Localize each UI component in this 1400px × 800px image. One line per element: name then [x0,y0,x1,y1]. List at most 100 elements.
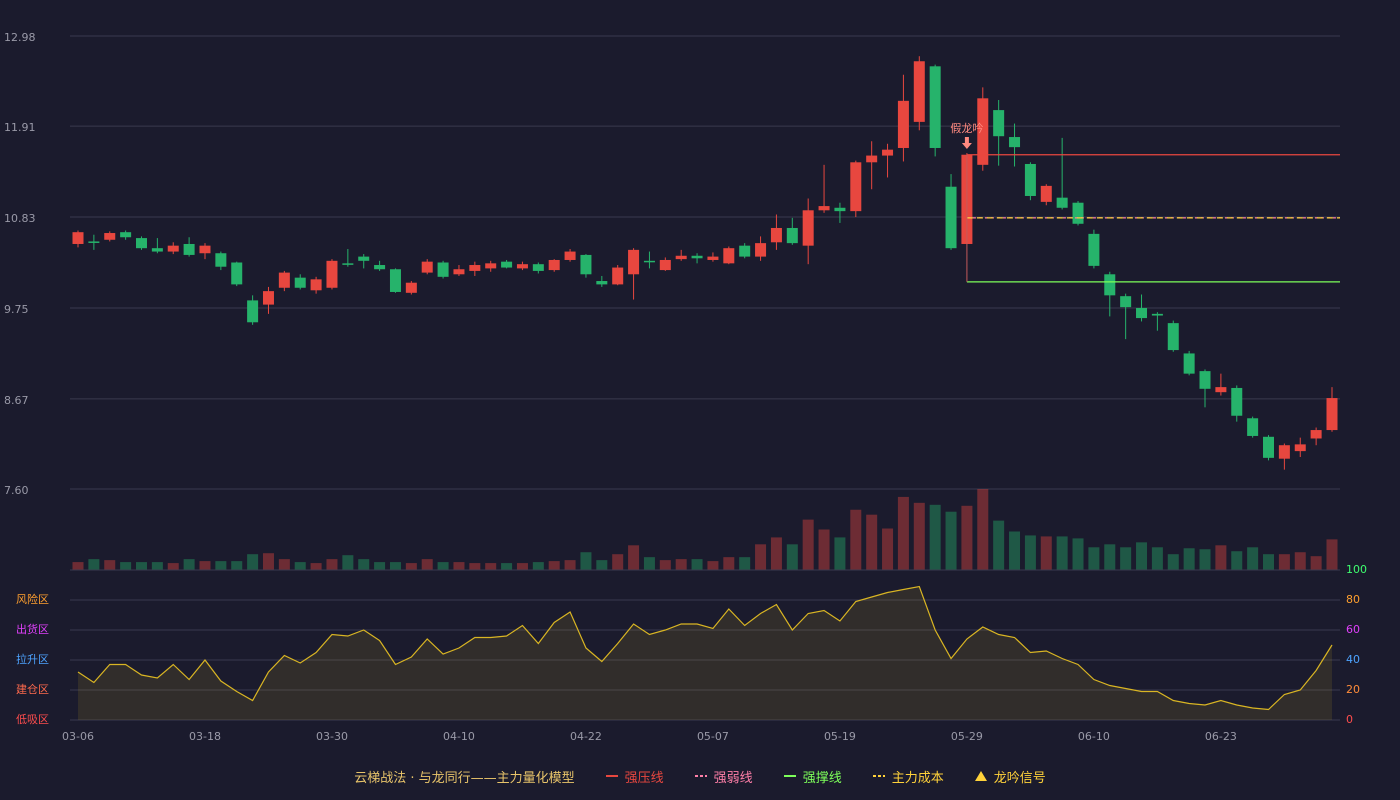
candle-body [421,261,433,273]
candle-body [1072,202,1084,224]
legend-swatch [974,771,987,781]
candle-body [612,267,624,285]
volume-bar [485,563,497,570]
volume-bar [897,496,909,570]
volume-bar [580,552,592,570]
zone-label: 拉升区 [16,652,49,666]
osc-tick-label: 100 [1346,563,1367,576]
candle-body [135,238,147,249]
candle-body [1294,444,1306,452]
volume-bar [945,511,957,570]
volume-bar [913,502,925,570]
volume-bar [707,561,719,570]
volume-bar [501,563,513,570]
volume-bar [151,562,163,570]
volume-bar [215,561,227,570]
candle-body [1231,387,1243,416]
volume-bar [453,562,465,570]
candle-body [945,186,957,249]
osc-tick-label: 40 [1346,653,1360,666]
legend-item: 龙吟信号 [974,767,1046,786]
volume-bar [675,559,687,570]
volume-bar [389,562,401,570]
candle-body [183,243,195,255]
candle-body [1247,418,1259,436]
candle-body [548,259,560,271]
volume-bar [358,559,370,570]
volume-bar [135,562,147,570]
legend: 云梯战法 · 与龙同行——主力量化模型 强压线 强弱线 强撑线 主力成本 龙吟信号 [0,766,1400,786]
volume-bar [1183,548,1195,570]
candle-body [1120,296,1132,308]
volume-bar [866,514,878,570]
candle-body [897,100,909,148]
x-tick-label: 03-30 [316,730,348,743]
candle-body [294,277,306,288]
candle-body [628,249,640,275]
volume-bar [977,489,989,570]
legend-item: 强弱线 [694,767,753,786]
candle-body [1040,185,1052,202]
volume-bar [1231,551,1243,570]
candle-body [770,227,782,243]
y-tick-label: 11.91 [4,121,36,134]
candle-body [151,248,163,252]
volume-bar [88,559,100,570]
volume-bar [326,559,338,570]
volume-bar [723,557,735,570]
candle-body [564,251,576,260]
volume-bar [374,562,386,570]
candle-body [88,241,100,243]
signal-label: 假龙吟 [950,121,983,135]
candle-body [913,61,925,122]
candle-body [977,98,989,165]
candle-body [247,300,259,323]
volume-bar [262,553,274,570]
y-tick-label: 12.98 [4,31,36,44]
candle-body [1136,307,1148,319]
signal-arrow [961,137,972,150]
x-tick-label: 05-29 [951,730,983,743]
volume-bar [1263,554,1275,570]
legend-item: 主力成本 [872,767,944,786]
candle-body [993,110,1005,137]
x-tick-label: 04-22 [570,730,602,743]
legend-swatch [694,775,707,777]
candle-body [1183,353,1195,374]
x-tick-label: 05-19 [824,730,856,743]
volume-bar [643,557,655,570]
candle-body [1199,371,1211,389]
candle-body [1278,445,1290,459]
volume-bar [1247,547,1259,570]
volume-bar [1120,547,1132,570]
volume-bar [120,562,132,570]
legend-label: 强弱线 [713,770,753,786]
x-tick-label: 06-10 [1078,730,1110,743]
candle-body [501,261,513,268]
volume-bar [739,557,751,570]
candle-body [1151,313,1163,316]
candle-body [850,162,862,212]
volume-bar [882,528,894,570]
y-tick-label: 7.60 [4,484,29,497]
candle-body [707,256,719,260]
volume-bar [421,559,433,570]
volume-bar [993,520,1005,570]
candle-body [929,66,941,148]
candle-body [691,255,703,259]
zone-label: 风险区 [16,592,49,606]
osc-tick-label: 80 [1346,593,1360,606]
volume-bar [770,537,782,570]
x-tick-label: 03-06 [62,730,94,743]
candle-body [358,256,370,261]
candle-body [199,245,211,254]
volume-bar [1088,547,1100,570]
candle-body [1215,387,1227,393]
candle-body [882,149,894,156]
volume-bar [1294,552,1306,570]
candle-body [374,265,386,270]
volume-bar [1024,535,1036,570]
volume-bar [437,562,449,570]
candle-body [231,262,243,285]
